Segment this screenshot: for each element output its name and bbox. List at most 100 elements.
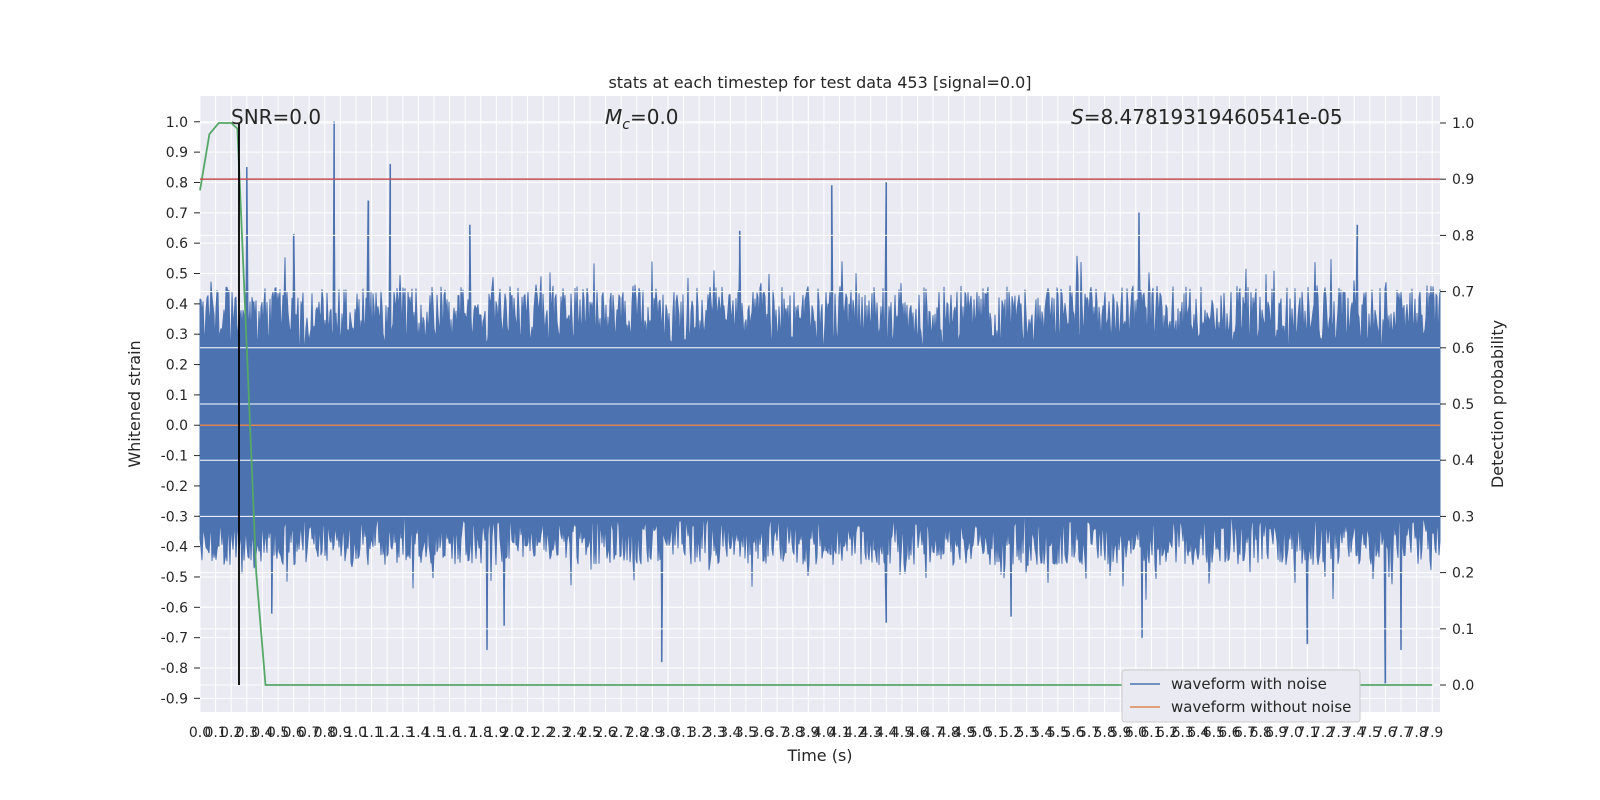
x-tick-label: 6.8 (1249, 725, 1271, 741)
x-tick-label: 2.2 (532, 725, 554, 741)
s-value: =8.47819319460541e-05 (1084, 105, 1343, 129)
y-tick-label: 0.3 (166, 327, 188, 343)
y-tick-label: -0.9 (161, 691, 188, 707)
legend: waveform with noise waveform without noi… (1121, 669, 1361, 723)
x-tick-label: 5.3 (1016, 725, 1038, 741)
x-tick-label: 7.0 (1281, 725, 1303, 741)
y-tick-label: 0.4 (166, 297, 188, 313)
x-tick-label: 0.3 (236, 725, 258, 741)
y2-tick-label: 0.8 (1452, 228, 1474, 244)
x-tick-label: 5.7 (1078, 725, 1100, 741)
y2-tick-label: 0.2 (1452, 566, 1474, 582)
s-symbol: S (1071, 105, 1084, 129)
x-tick-label: 6.3 (1172, 725, 1194, 741)
x-tick-label: 7.6 (1374, 725, 1396, 741)
y-tick-label: -0.1 (161, 449, 188, 465)
y-tick-label: 0.0 (166, 418, 188, 434)
x-tick-label: 7.9 (1421, 725, 1443, 741)
y-tick-label: 0.1 (166, 388, 188, 404)
y-tick-label: -0.2 (161, 479, 188, 495)
x-tick-label: 4.1 (828, 725, 850, 741)
x-tick-label: 6.6 (1218, 725, 1240, 741)
x-tick-label: 0.2 (220, 725, 242, 741)
x-tick-label: 5.5 (1047, 725, 1069, 741)
x-tick-label: 1.8 (470, 725, 492, 741)
y-tick-label: -0.5 (161, 570, 188, 586)
x-tick-label: 3.1 (672, 725, 694, 741)
x-tick-label: 1.1 (360, 725, 382, 741)
y-tick-label: -0.8 (161, 661, 188, 677)
y-axis-title: Whitened strain (125, 340, 144, 467)
x-tick-label: 5.0 (969, 725, 991, 741)
y-tick-label: -0.3 (161, 509, 188, 525)
x-tick-label: 1.7 (454, 725, 476, 741)
x-tick-label: 5.8 (1094, 725, 1116, 741)
x-tick-label: 2.9 (641, 725, 663, 741)
x-tick-label: 3.5 (735, 725, 757, 741)
x-axis-title: Time (s) (786, 746, 852, 765)
x-tick-label: 6.2 (1156, 725, 1178, 741)
x-tick-label: 7.4 (1343, 725, 1365, 741)
x-tick-labels: 0.00.10.20.30.40.50.60.70.80.91.01.11.21… (189, 725, 1443, 741)
y2-tick-label: 0.3 (1452, 509, 1474, 525)
x-tick-label: 4.8 (938, 725, 960, 741)
x-tick-label: 3.2 (688, 725, 710, 741)
snr-annotation: SNR=0.0 (231, 105, 321, 129)
x-tick-label: 1.6 (438, 725, 460, 741)
x-tick-label: 3.4 (719, 725, 741, 741)
y-tick-label: 0.8 (166, 175, 188, 191)
y2-tick-labels: 1.0 0.9 0.8 0.7 0.6 0.5 0.4 0.3 0.2 0.1 0.0 (1440, 116, 1474, 694)
x-tick-label: 2.3 (548, 725, 570, 741)
x-tick-label: 1.9 (485, 725, 507, 741)
y-tick-labels: 1.0 0.9 0.8 0.7 0.6 0.5 0.4 0.3 0.2 0.1 0.0 -0.1 -0.… (161, 115, 200, 707)
y-tick-label: -0.7 (161, 631, 188, 647)
x-tick-label: 5.4 (1031, 725, 1053, 741)
y-tick-label: 1.0 (166, 115, 188, 131)
chart-title: stats at each timestep for test data 453… (608, 73, 1031, 92)
x-tick-label: 7.2 (1312, 725, 1334, 741)
x-tick-label: 7.3 (1327, 725, 1349, 741)
x-tick-label: 2.4 (563, 725, 585, 741)
x-tick-label: 6.5 (1203, 725, 1225, 741)
x-tick-label: 4.6 (906, 725, 928, 741)
x-tick-label: 7.5 (1359, 725, 1381, 741)
snr-integral-annotation: S=8.47819319460541e-05 (1071, 105, 1343, 129)
y-tick-label: 0.2 (166, 358, 188, 374)
x-tick-label: 1.3 (392, 725, 414, 741)
x-tick-label: 3.6 (750, 725, 772, 741)
x-tick-label: 0.6 (282, 725, 304, 741)
x-tick-label: 0.0 (189, 725, 211, 741)
y2-tick-label: 0.9 (1452, 172, 1474, 188)
x-tick-label: 5.9 (1109, 725, 1131, 741)
y-tick-label: -0.4 (161, 540, 188, 556)
legend-label-waveform-with-noise: waveform with noise (1171, 675, 1327, 693)
x-tick-label: 4.0 (813, 725, 835, 741)
x-tick-label: 0.5 (267, 725, 289, 741)
x-tick-label: 0.7 (298, 725, 320, 741)
noise-dense-band (200, 346, 1440, 517)
mc-subscript: c (622, 117, 630, 133)
legend-box (1121, 669, 1361, 723)
y2-tick-label: 0.4 (1452, 453, 1474, 469)
x-tick-label: 3.9 (797, 725, 819, 741)
x-tick-label: 7.7 (1390, 725, 1412, 741)
x-tick-label: 2.1 (516, 725, 538, 741)
x-tick-label: 0.4 (251, 725, 273, 741)
x-tick-label: 0.1 (204, 725, 226, 741)
x-tick-label: 6.9 (1265, 725, 1287, 741)
x-tick-label: 2.6 (594, 725, 616, 741)
x-tick-label: 7.8 (1405, 725, 1427, 741)
x-tick-label: 6.7 (1234, 725, 1256, 741)
mc-value: =0.0 (630, 105, 679, 129)
series-detection-probability (199, 122, 1433, 686)
x-tick-label: 5.2 (1000, 725, 1022, 741)
x-tick-label: 1.0 (345, 725, 367, 741)
y-tick-label: 0.9 (166, 145, 188, 161)
x-tick-label: 1.2 (376, 725, 398, 741)
y2-tick-label: 0.6 (1452, 341, 1474, 357)
x-tick-label: 2.5 (579, 725, 601, 741)
y-tick-label: -0.6 (161, 600, 188, 616)
x-tick-label: 0.8 (314, 725, 336, 741)
x-tick-label: 2.0 (501, 725, 523, 741)
detection-probability-line (199, 122, 1433, 686)
